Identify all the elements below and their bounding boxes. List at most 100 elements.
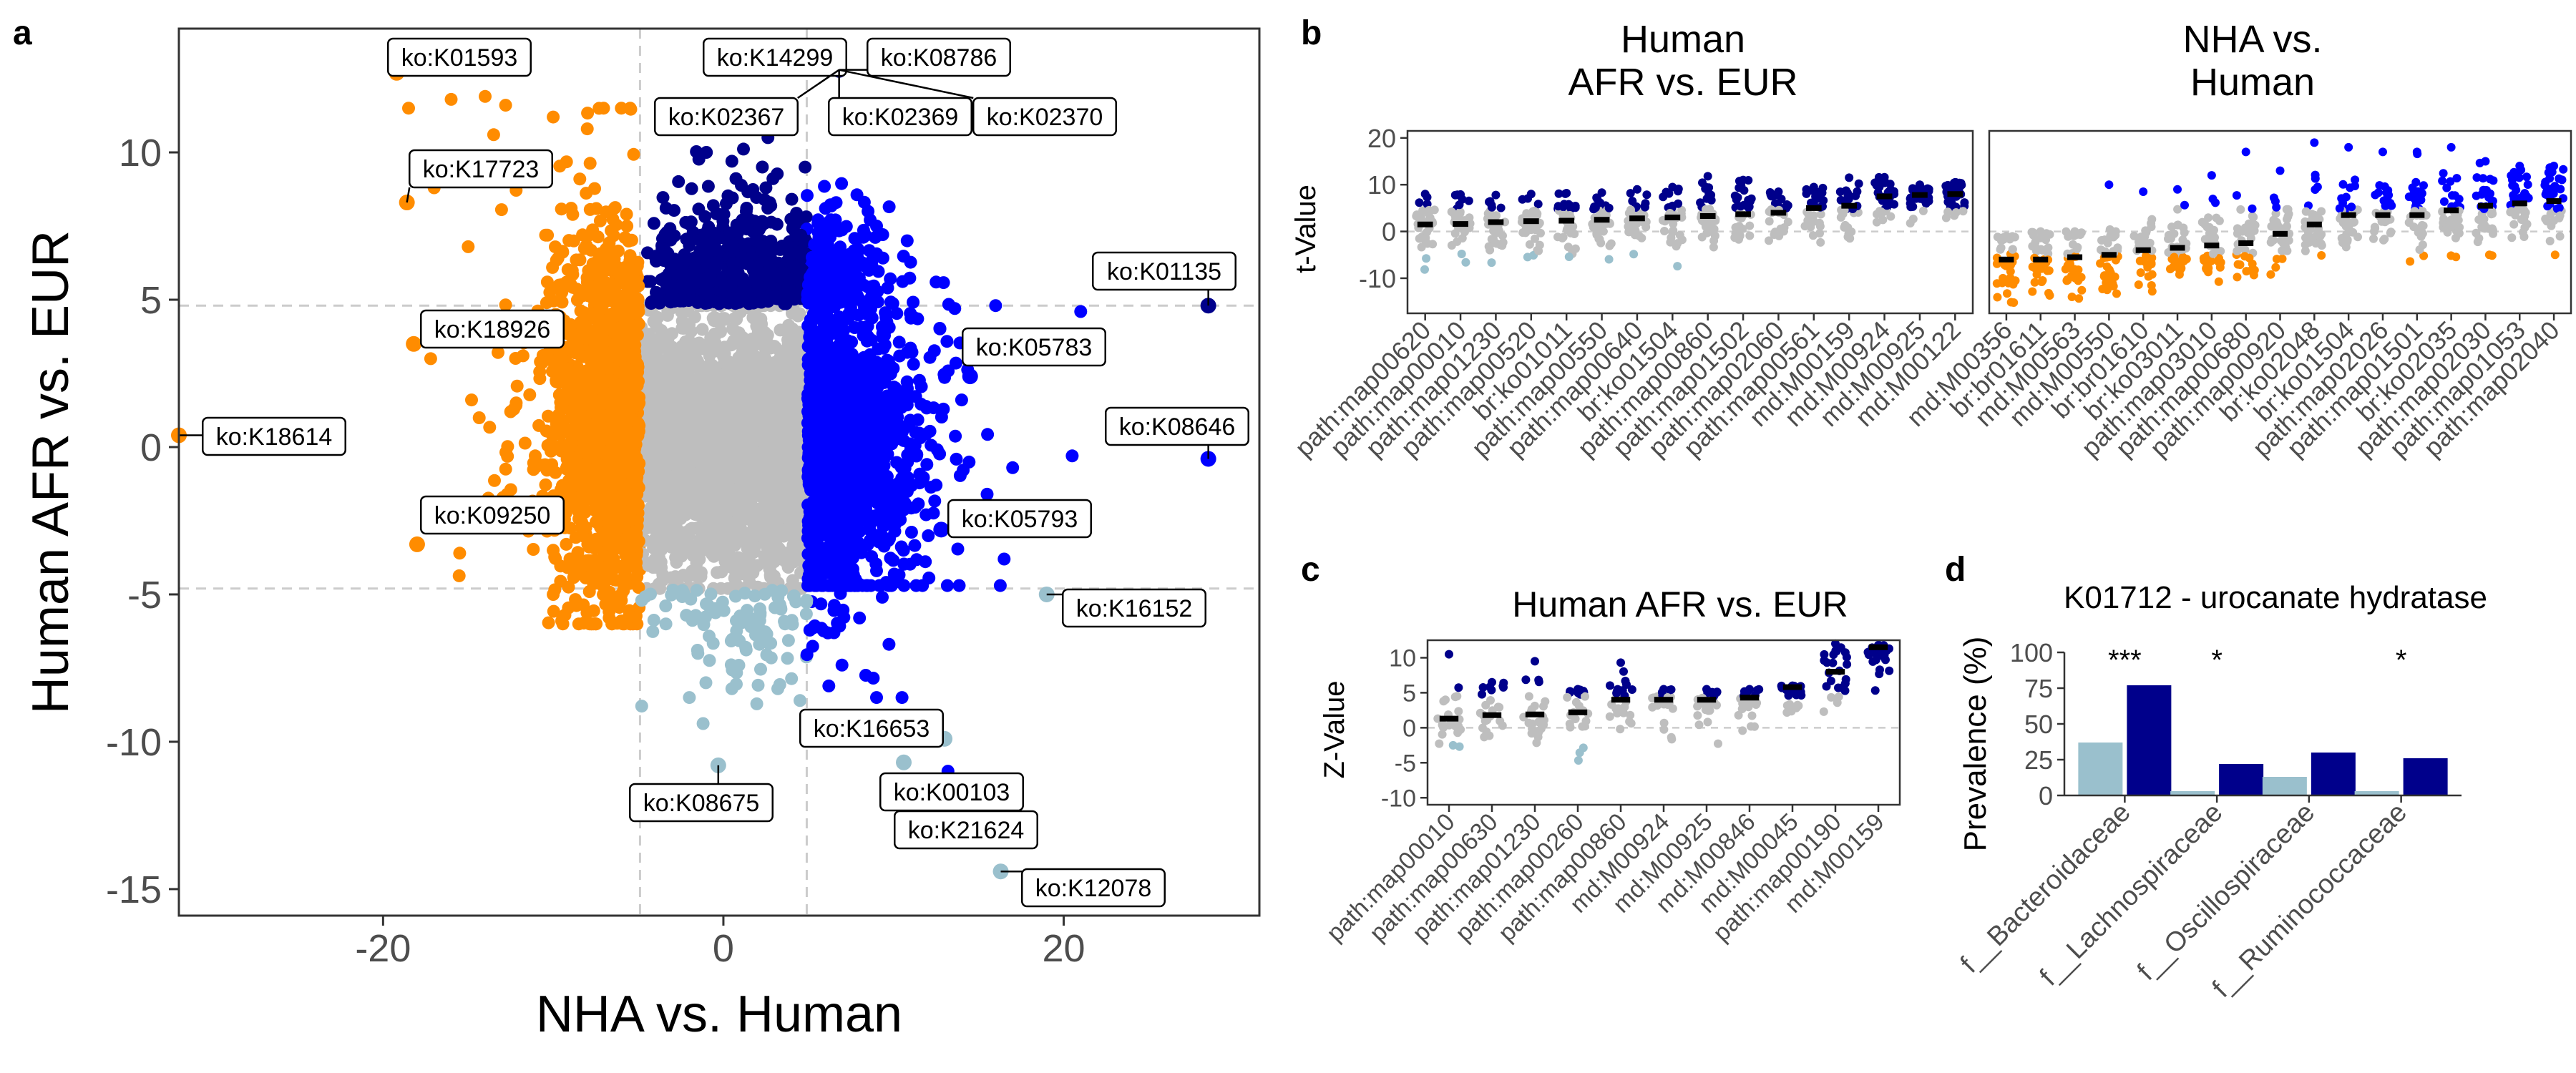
data-point — [648, 493, 662, 506]
data-point — [691, 376, 705, 389]
data-point — [698, 443, 712, 456]
data-point — [692, 202, 706, 216]
data-point — [483, 421, 497, 434]
data-point — [577, 242, 591, 255]
data-point — [715, 295, 728, 309]
data-point — [821, 311, 835, 325]
data-point — [758, 340, 771, 354]
data-point — [928, 494, 942, 508]
panel-label-a: a — [13, 14, 32, 52]
data-point — [716, 396, 730, 409]
data-point — [724, 280, 738, 293]
data-point — [759, 504, 773, 517]
data-point — [665, 431, 678, 445]
data-point — [698, 365, 712, 378]
data-point — [750, 319, 763, 333]
data-point — [644, 275, 657, 288]
data-point — [781, 511, 794, 524]
data-point — [767, 534, 781, 548]
data-point — [933, 447, 947, 461]
data-point — [747, 413, 761, 426]
data-point — [859, 438, 873, 452]
data-point — [660, 308, 674, 322]
data-point — [907, 358, 920, 371]
data-point — [668, 570, 682, 584]
data-point — [908, 438, 922, 452]
data-point — [826, 403, 840, 416]
data-point — [663, 504, 677, 518]
data-point — [869, 230, 882, 244]
data-point — [870, 564, 883, 577]
data-point — [893, 349, 907, 363]
data-point — [794, 228, 808, 242]
data-point — [786, 539, 800, 552]
data-point — [864, 579, 878, 592]
data-point — [805, 462, 819, 475]
data-point — [897, 481, 911, 495]
data-point — [860, 493, 874, 506]
data-point — [764, 570, 777, 584]
data-point — [668, 405, 680, 418]
data-point — [832, 496, 846, 510]
data-point — [868, 358, 882, 371]
data-point — [717, 499, 731, 512]
data-point — [814, 348, 827, 361]
data-point — [753, 401, 767, 414]
data-point — [662, 359, 675, 373]
data-point — [844, 543, 858, 556]
data-point — [823, 462, 836, 476]
data-point — [862, 536, 875, 550]
data-point — [864, 333, 878, 347]
data-point — [741, 430, 754, 444]
data-point — [721, 433, 735, 446]
data-point — [898, 461, 912, 475]
data-point — [848, 372, 862, 386]
data-point — [696, 323, 709, 336]
data-point — [701, 224, 714, 237]
data-point — [770, 217, 784, 231]
data-point — [884, 272, 897, 285]
data-point — [680, 232, 693, 246]
data-point — [912, 497, 925, 511]
data-point — [882, 200, 896, 214]
data-point — [667, 257, 680, 270]
data-point — [812, 298, 826, 311]
data-point — [746, 361, 760, 374]
data-point — [720, 552, 733, 565]
data-point — [849, 417, 863, 431]
data-point — [849, 496, 863, 510]
data-point — [897, 557, 911, 571]
data-point — [824, 366, 837, 378]
data-point — [560, 537, 573, 551]
data-point — [758, 192, 771, 206]
data-point — [903, 416, 917, 430]
panel-label-b: b — [1301, 14, 1322, 52]
data-point — [751, 450, 765, 464]
data-point — [883, 532, 896, 546]
data-point — [769, 290, 782, 303]
data-point — [728, 265, 742, 278]
data-point — [927, 401, 940, 415]
data-point — [863, 296, 877, 310]
data-point — [676, 294, 690, 308]
data-point — [682, 334, 696, 347]
data-point — [831, 340, 844, 353]
data-point — [823, 222, 836, 235]
data-point — [707, 243, 721, 257]
data-point — [855, 256, 869, 270]
data-point — [688, 261, 702, 275]
data-point — [826, 282, 840, 295]
data-point — [904, 307, 917, 320]
data-point — [661, 379, 674, 393]
data-point — [848, 321, 862, 334]
data-point — [685, 182, 698, 195]
data-point — [659, 245, 673, 258]
data-point — [916, 579, 930, 592]
data-point — [685, 466, 698, 480]
data-point — [919, 508, 933, 521]
data-point — [840, 444, 854, 457]
data-point — [875, 470, 889, 484]
data-point — [686, 564, 699, 578]
data-point — [951, 542, 965, 556]
